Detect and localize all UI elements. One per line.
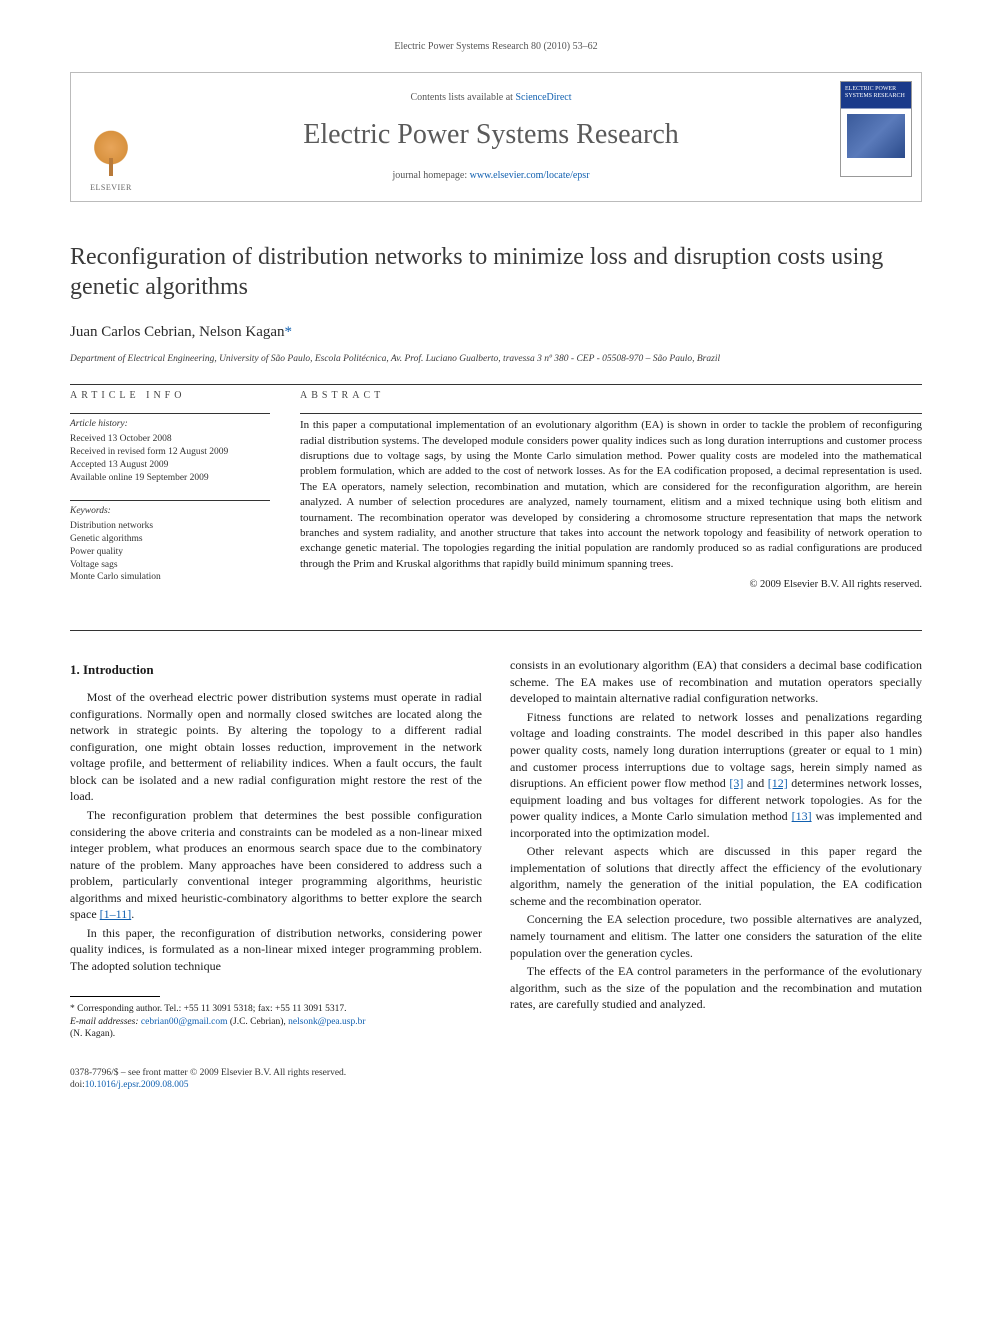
affiliation: Department of Electrical Engineering, Un…	[70, 353, 922, 366]
rule-bottom	[70, 630, 922, 631]
keywords-head: Keywords:	[70, 505, 270, 518]
intro-para-3: In this paper, the reconfiguration of di…	[70, 925, 482, 975]
journal-banner: ELSEVIER Contents lists available at Sci…	[70, 72, 922, 202]
cover-thumb-image	[847, 114, 905, 158]
history-received: Received 13 October 2008	[70, 433, 270, 446]
intro-para-2: The reconfiguration problem that determi…	[70, 807, 482, 923]
authors-names: Juan Carlos Cebrian, Nelson Kagan	[70, 324, 285, 340]
front-matter-footer: 0378-7796/$ – see front matter © 2009 El…	[70, 1067, 922, 1092]
intro-para-6: Other relevant aspects which are discuss…	[510, 843, 922, 909]
publisher-logo-area: ELSEVIER	[71, 73, 151, 201]
sciencedirect-link[interactable]: ScienceDirect	[515, 92, 571, 103]
contents-prefix: Contents lists available at	[410, 92, 515, 103]
history-revised: Received in revised form 12 August 2009	[70, 446, 270, 459]
intro-para-7: Concerning the EA selection procedure, t…	[510, 911, 922, 961]
ref-12[interactable]: [12]	[768, 776, 788, 790]
footnote-corr-line: * Corresponding author. Tel.: +55 11 309…	[70, 1003, 482, 1015]
ref-13[interactable]: [13]	[792, 809, 812, 823]
intro-para-1: Most of the overhead electric power dist…	[70, 689, 482, 805]
article-info-label: article info	[70, 389, 270, 403]
page: Electric Power Systems Research 80 (2010…	[0, 0, 992, 1141]
cover-thumb-area: ELECTRIC POWER SYSTEMS RESEARCH	[831, 73, 921, 201]
footnote-emails: E-mail addresses: cebrian00@gmail.com (J…	[70, 1016, 482, 1041]
email-label: E-mail addresses:	[70, 1017, 141, 1027]
article-info-column: article info Article history: Received 1…	[70, 389, 270, 600]
keyword-item: Power quality	[70, 546, 270, 559]
journal-cover-thumb: ELECTRIC POWER SYSTEMS RESEARCH	[840, 81, 912, 177]
email-link-1[interactable]: cebrian00@gmail.com	[141, 1017, 228, 1027]
info-rule-2	[70, 500, 270, 501]
p5-b: and	[743, 776, 767, 790]
authors-line: Juan Carlos Cebrian, Nelson Kagan*	[70, 322, 922, 343]
corresponding-footnote: * Corresponding author. Tel.: +55 11 309…	[70, 1003, 482, 1040]
abstract-text: In this paper a computational implementa…	[300, 418, 922, 572]
info-abstract-row: article info Article history: Received 1…	[70, 389, 922, 600]
abs-rule	[300, 413, 922, 414]
history-head: Article history:	[70, 418, 270, 431]
banner-center: Contents lists available at ScienceDirec…	[151, 73, 831, 201]
p2-text-a: The reconfiguration problem that determi…	[70, 808, 482, 921]
keyword-item: Monte Carlo simulation	[70, 571, 270, 584]
keyword-item: Voltage sags	[70, 559, 270, 572]
article-title: Reconfiguration of distribution networks…	[70, 242, 922, 302]
ref-3[interactable]: [3]	[729, 776, 743, 790]
intro-para-5: Fitness functions are related to network…	[510, 709, 922, 841]
history-online: Available online 19 September 2009	[70, 472, 270, 485]
doi-line: doi:10.1016/j.epsr.2009.08.005	[70, 1079, 922, 1091]
email-who-2: (N. Kagan).	[70, 1029, 115, 1039]
doi-label: doi:	[70, 1080, 85, 1090]
section-1-heading: 1. Introduction	[70, 661, 482, 679]
cover-thumb-title: ELECTRIC POWER SYSTEMS RESEARCH	[845, 86, 907, 99]
journal-homepage-line: journal homepage: www.elsevier.com/locat…	[392, 169, 589, 183]
footnote-separator	[70, 996, 160, 997]
keywords-block: Keywords: Distribution networks Genetic …	[70, 505, 270, 584]
ref-1-11[interactable]: [1–11]	[100, 907, 132, 921]
email-link-2[interactable]: nelsonk@pea.usp.br	[288, 1017, 365, 1027]
contents-available-line: Contents lists available at ScienceDirec…	[410, 91, 571, 105]
abstract-copyright: © 2009 Elsevier B.V. All rights reserved…	[300, 578, 922, 593]
p2-text-b: .	[131, 907, 134, 921]
keyword-item: Genetic algorithms	[70, 533, 270, 546]
abstract-label: abstract	[300, 389, 922, 403]
journal-name: Electric Power Systems Research	[303, 115, 679, 154]
elsevier-tree-icon	[86, 130, 136, 180]
intro-para-8: The effects of the EA control parameters…	[510, 963, 922, 1013]
abstract-column: abstract In this paper a computational i…	[300, 389, 922, 600]
publisher-name: ELSEVIER	[90, 182, 132, 193]
email-who-1: (J.C. Cebrian),	[227, 1017, 288, 1027]
journal-homepage-link[interactable]: www.elsevier.com/locate/epsr	[470, 170, 590, 181]
article-history: Article history: Received 13 October 200…	[70, 418, 270, 484]
elsevier-logo: ELSEVIER	[81, 123, 141, 193]
rule-top	[70, 384, 922, 385]
corresponding-marker-link[interactable]: *	[285, 324, 293, 340]
keyword-item: Distribution networks	[70, 520, 270, 533]
front-matter-line: 0378-7796/$ – see front matter © 2009 El…	[70, 1067, 922, 1079]
info-rule-1	[70, 413, 270, 414]
homepage-prefix: journal homepage:	[392, 170, 469, 181]
intro-para-4: consists in an evolutionary algorithm (E…	[510, 657, 922, 707]
history-accepted: Accepted 13 August 2009	[70, 459, 270, 472]
body-two-columns: 1. Introduction Most of the overhead ele…	[70, 657, 922, 1040]
running-head: Electric Power Systems Research 80 (2010…	[70, 40, 922, 54]
doi-link[interactable]: 10.1016/j.epsr.2009.08.005	[85, 1080, 189, 1090]
